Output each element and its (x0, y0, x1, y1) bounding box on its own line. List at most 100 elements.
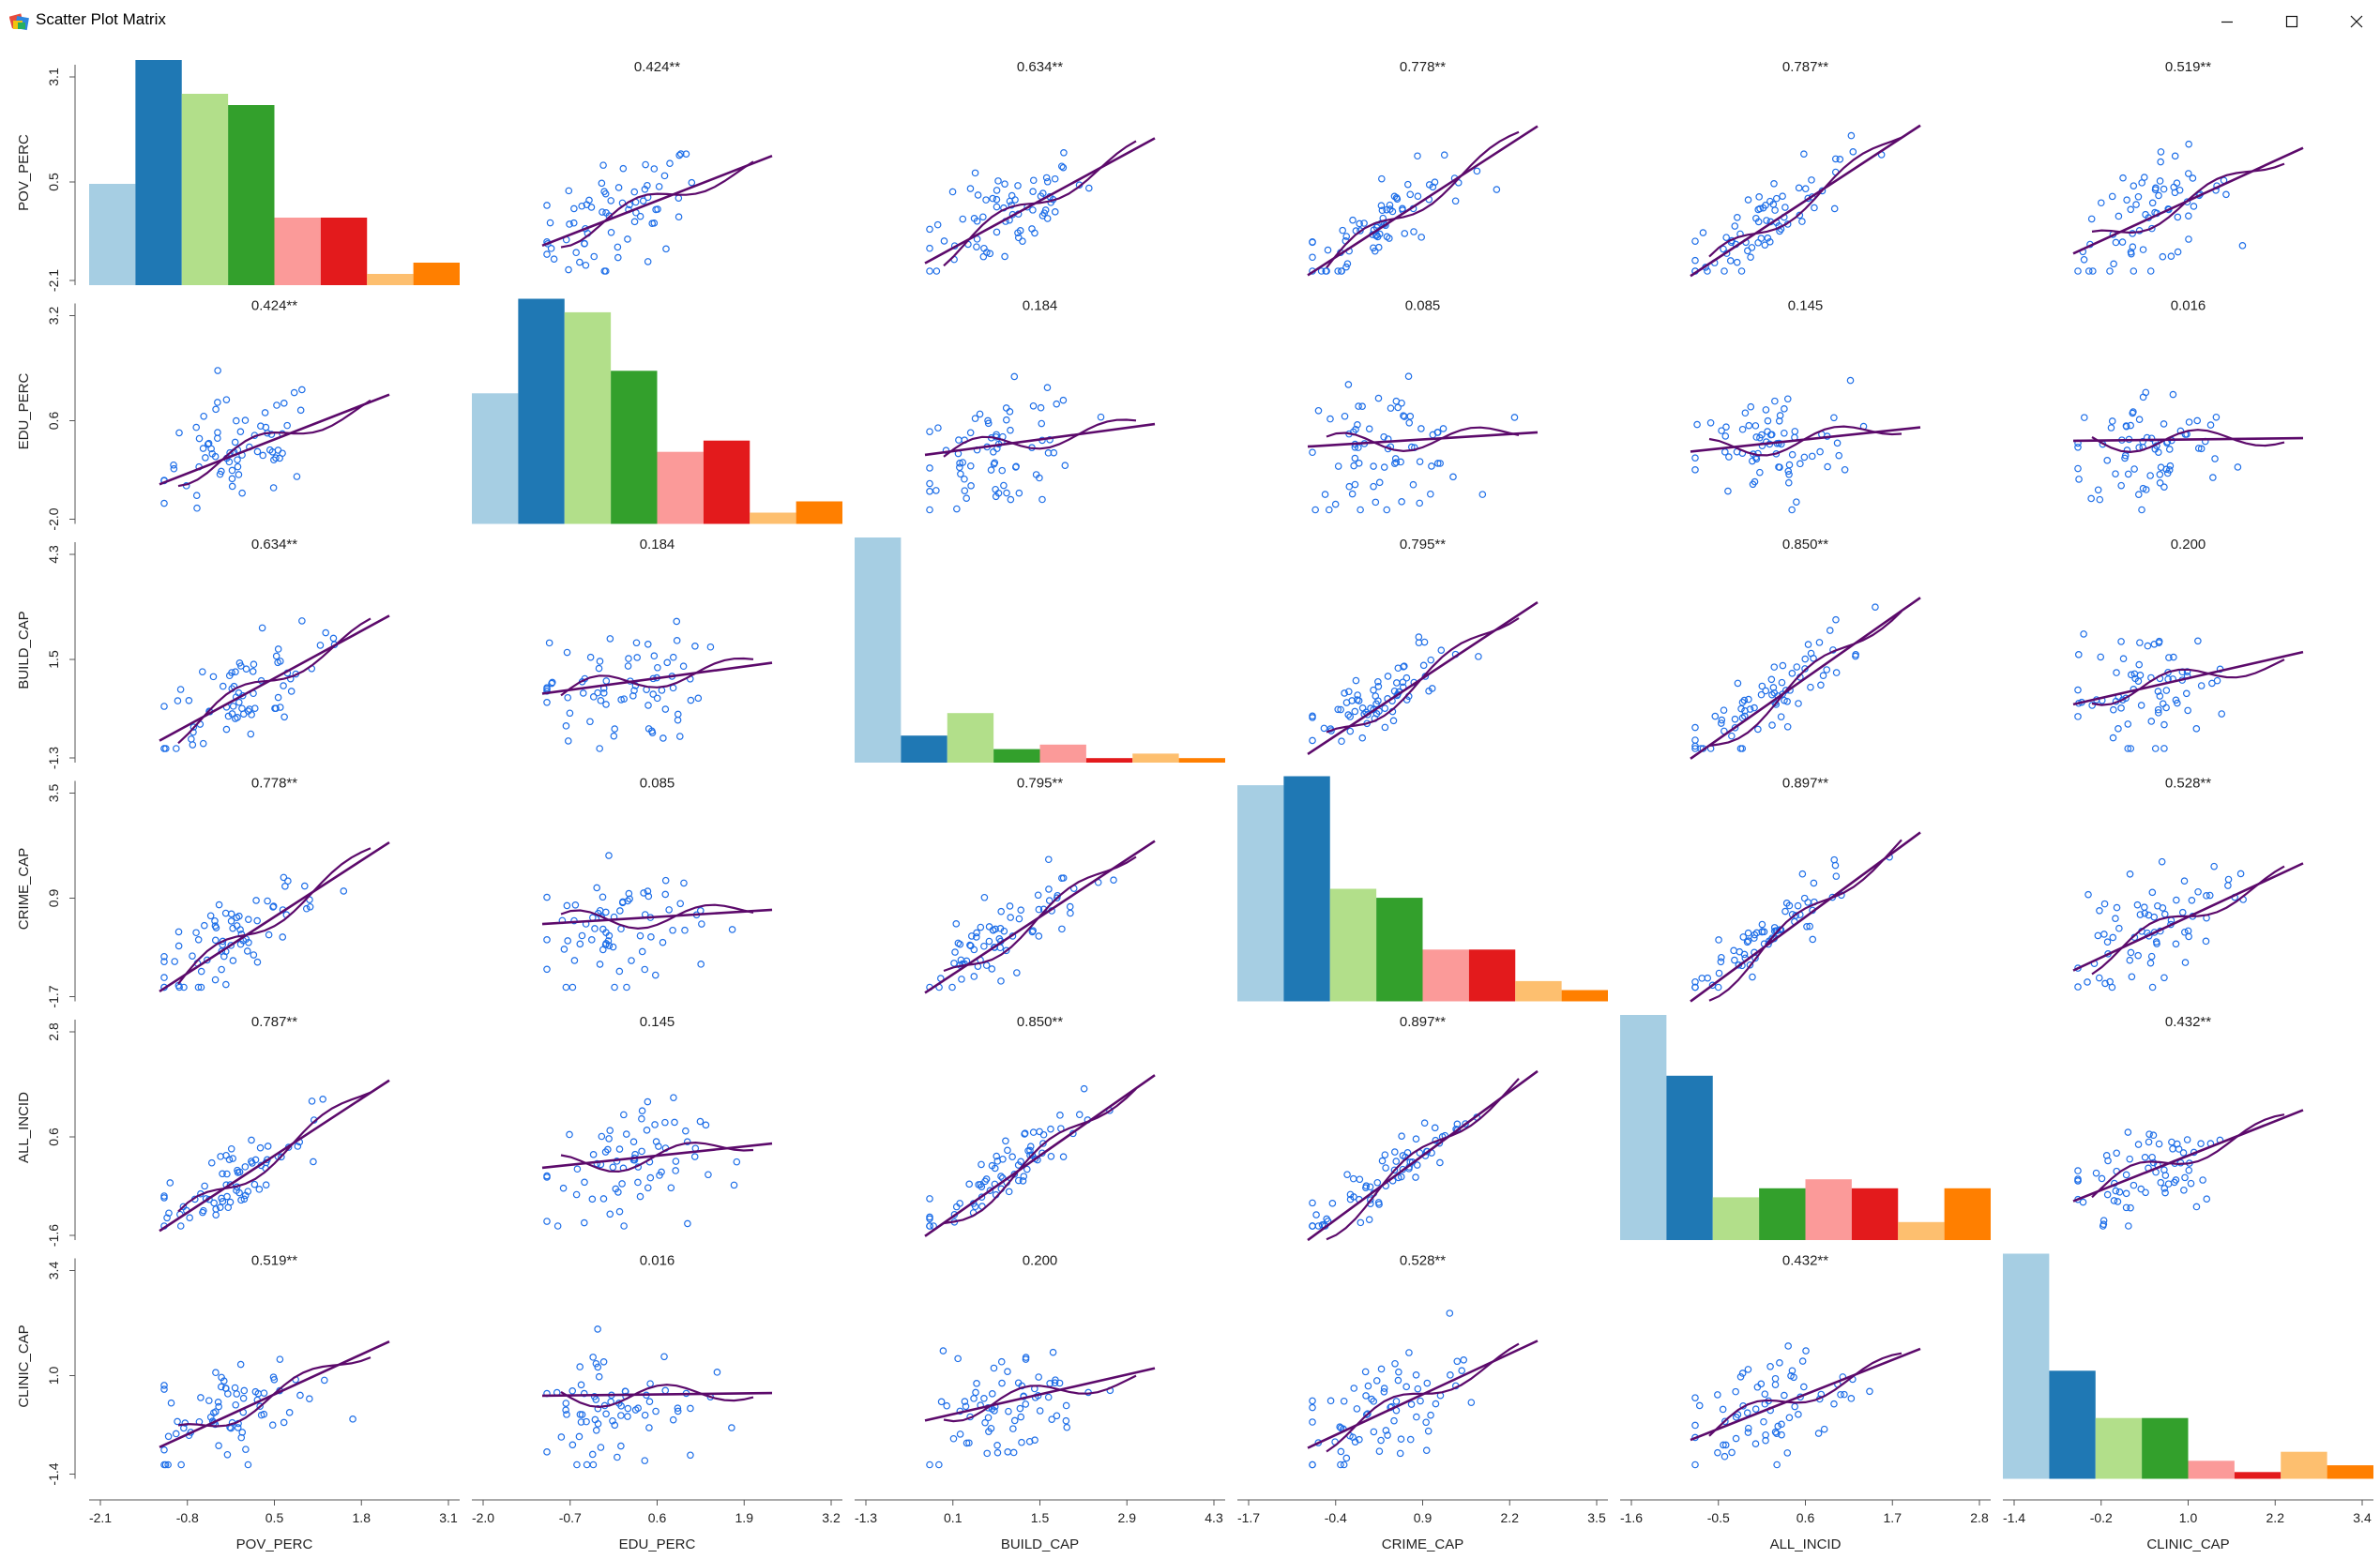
scatter-point (267, 431, 276, 438)
scatter-point (674, 710, 682, 719)
scatter-point (298, 617, 306, 625)
scatter-point (614, 184, 623, 191)
scatter-point (562, 983, 570, 991)
histogram-bar (1085, 758, 1133, 763)
scatter-point (1370, 1428, 1378, 1436)
correlation-label: 0.432** (2165, 1014, 2211, 1030)
minimize-button[interactable] (2192, 0, 2262, 43)
scatter-point (1726, 257, 1735, 265)
scatter-point (214, 399, 221, 406)
scatter-point (1345, 688, 1353, 696)
scatter-point (2136, 639, 2144, 646)
scatter-point (1718, 716, 1726, 724)
scatter-point (1768, 721, 1776, 729)
scatter-point (1351, 707, 1359, 716)
scatter-point (1744, 1429, 1752, 1436)
scatter-point (937, 1398, 946, 1406)
maximize-button[interactable] (2257, 0, 2327, 43)
scatter-point (1357, 506, 1364, 514)
scatter-point (2192, 1203, 2201, 1211)
scatter-point (1309, 1222, 1316, 1230)
scatter-point (543, 684, 551, 692)
scatter-point (2197, 682, 2206, 689)
scatter-point (2127, 1203, 2134, 1212)
scatter-point (215, 901, 223, 909)
correlation-label: 0.519** (2165, 59, 2211, 75)
x-tick-label: -0.5 (1707, 1510, 1730, 1525)
scatter-point (638, 1114, 645, 1123)
histogram-bar (2003, 1253, 2050, 1479)
scatter-point (2147, 952, 2156, 961)
scatter-point (562, 722, 570, 730)
scatter-point (1752, 929, 1761, 937)
scatter-point (1427, 1411, 1434, 1419)
scatter-point (1004, 1448, 1012, 1456)
scatter-point (1744, 1424, 1752, 1432)
regression-line (159, 393, 390, 486)
histogram-bar (1178, 758, 1225, 763)
scatter-point (2187, 1179, 2195, 1188)
scatter-point (1744, 196, 1752, 204)
scatter-point (2155, 1140, 2163, 1148)
scatter-point (993, 1441, 1001, 1449)
scatter-point (2124, 745, 2132, 752)
scatter-point (2101, 979, 2109, 988)
scatter-point (2074, 686, 2082, 694)
scatter-point (1737, 267, 1746, 275)
scatter-point (283, 421, 291, 430)
smooth-curve (1708, 839, 1902, 1002)
scatter-point (1029, 188, 1037, 195)
scatter-point (1004, 1146, 1011, 1155)
scatter-point (1003, 489, 1010, 497)
scatter-point (1351, 1438, 1359, 1445)
scatter-point (160, 1385, 168, 1393)
scatter-point (2179, 1149, 2188, 1157)
scatter-point (706, 643, 715, 651)
scatter-point (188, 735, 195, 743)
scatter-point (2236, 870, 2245, 878)
scatter-point (264, 1143, 272, 1150)
smooth-curve (2091, 658, 2285, 706)
scatter-point (989, 194, 996, 203)
scatter-point (615, 967, 624, 976)
scatter-point (240, 1195, 249, 1203)
scatter-point (987, 1424, 995, 1432)
scatter-point (956, 1430, 964, 1438)
scatter-point (650, 165, 659, 173)
scatter-point (2130, 465, 2138, 473)
scatter-point (630, 218, 639, 226)
scatter-point (2075, 476, 2083, 483)
scatter-point (2122, 422, 2130, 430)
scatter-point (2092, 1169, 2100, 1177)
scatter-point (602, 1410, 610, 1418)
scatter-point (1058, 874, 1066, 883)
scatter-point (2128, 973, 2136, 981)
scatter-point (926, 506, 933, 514)
scatter-point (1781, 907, 1789, 916)
scatter-point (644, 181, 651, 189)
scatter-point (594, 1363, 602, 1371)
scatter-point (1820, 1425, 1828, 1433)
scatter-point (1342, 263, 1350, 271)
scatter-point (1467, 1399, 1476, 1406)
scatter-point (2088, 702, 2096, 709)
scatter-point (2193, 416, 2202, 425)
scatter-point (1370, 462, 1377, 470)
scatter-point (2087, 215, 2096, 223)
x-tick-label: -0.4 (1325, 1510, 1347, 1525)
histogram-bar (947, 713, 994, 763)
histogram-bar (1283, 776, 1330, 1002)
scatter-point (1378, 206, 1387, 215)
close-button[interactable] (2322, 0, 2380, 43)
scatter-point (972, 1388, 979, 1397)
smooth-curve (1326, 1078, 1520, 1241)
scatter-point (1011, 196, 1019, 204)
y-tick-label: 3.4 (46, 1262, 61, 1280)
scatter-point (676, 900, 685, 908)
scatter-point (548, 678, 556, 687)
histogram-bar (796, 501, 842, 524)
x-tick-label: 0.6 (1796, 1510, 1815, 1525)
scatter-point (1814, 1430, 1823, 1437)
scatter-point (2074, 1176, 2082, 1185)
scatter-point (543, 250, 551, 258)
